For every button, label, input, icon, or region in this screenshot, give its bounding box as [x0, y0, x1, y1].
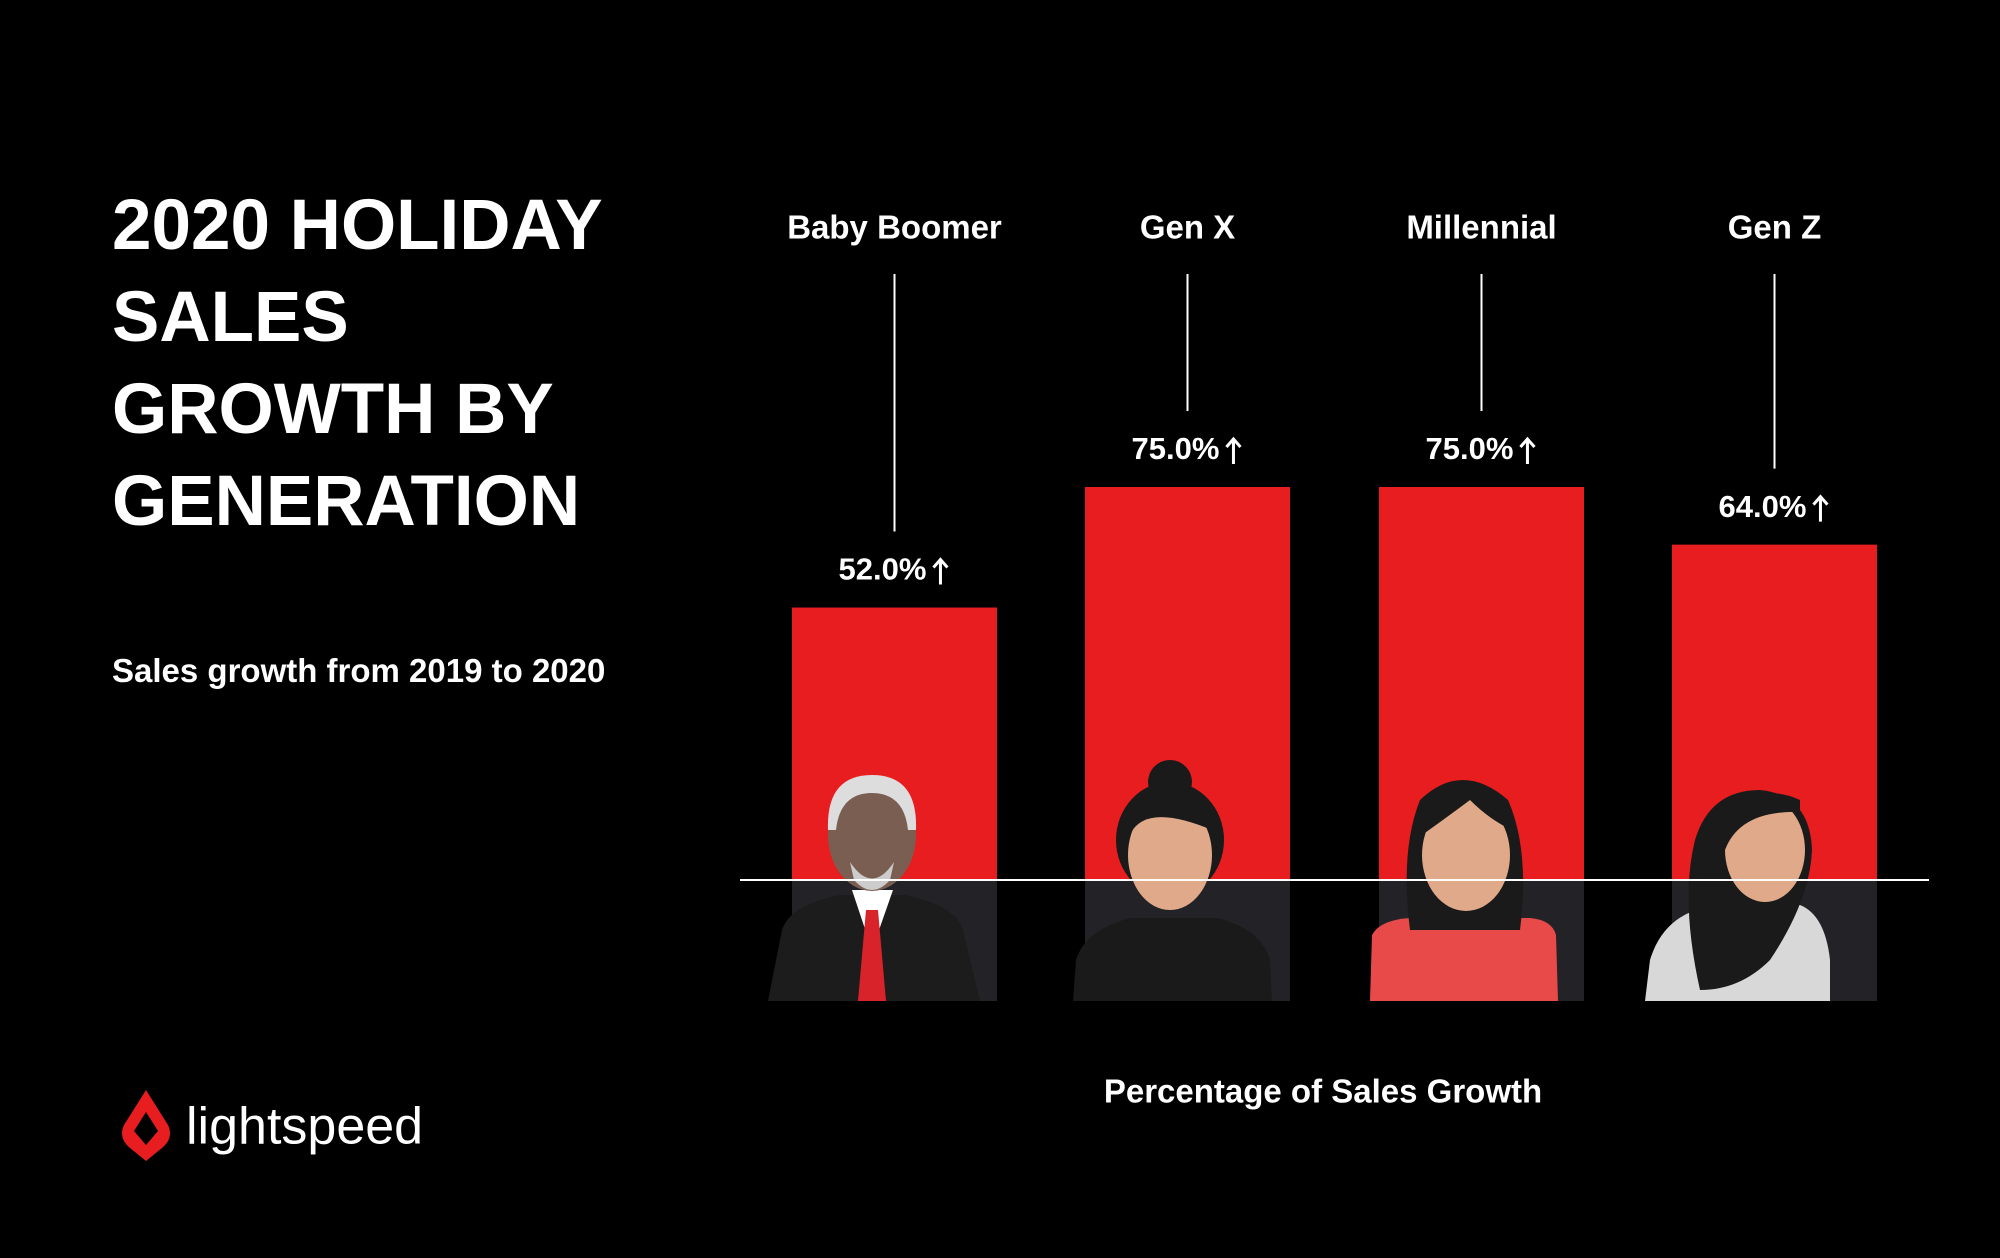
value-label: 75.0% — [1132, 431, 1220, 466]
category-label: Gen Z — [1728, 209, 1822, 246]
title: 2020 HOLIDAY SALES GROWTH BY GENERATION — [112, 186, 602, 541]
person-head — [828, 779, 916, 891]
person-tie — [858, 910, 886, 1001]
person-hair — [1128, 796, 1212, 840]
subtitle: Sales growth from 2019 to 2020 — [112, 652, 606, 689]
logo-icon — [122, 1090, 170, 1161]
category-label: Millennial — [1406, 209, 1556, 246]
logo-text: lightspeed — [186, 1098, 423, 1156]
person-head — [1128, 800, 1212, 910]
category-label: Baby Boomer — [787, 209, 1002, 246]
x-axis-title: Percentage of Sales Growth — [1104, 1073, 1542, 1110]
person-hair — [1422, 787, 1512, 835]
value-label: 75.0% — [1426, 431, 1514, 466]
person-body — [1073, 918, 1272, 1001]
person-beard — [850, 862, 894, 890]
people — [768, 760, 1830, 1001]
person-hair — [827, 775, 917, 830]
value-label: 64.0% — [1719, 489, 1807, 524]
up-arrow — [1225, 436, 1242, 464]
category-label: Gen X — [1140, 209, 1235, 246]
person-head — [1422, 799, 1510, 911]
value-label: 52.0% — [839, 552, 927, 587]
logo-flame-inner — [134, 1112, 158, 1145]
up-arrow — [1812, 494, 1829, 522]
person-body — [1370, 918, 1558, 1001]
up-arrow — [932, 557, 949, 585]
up-arrow — [1519, 436, 1536, 464]
person-hair — [1722, 792, 1800, 850]
